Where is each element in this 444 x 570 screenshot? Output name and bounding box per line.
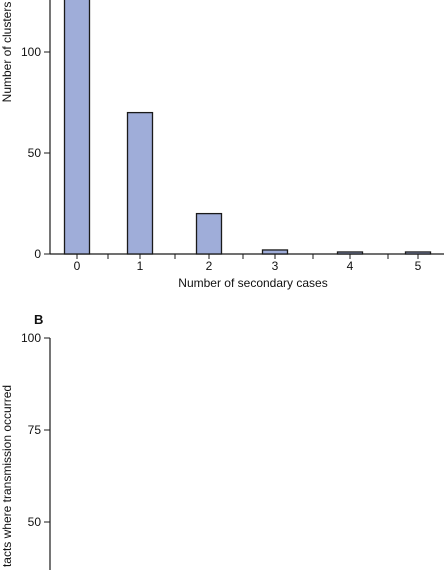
panel-a-x-ticks: 0 1 2 3 4 5 xyxy=(74,254,422,273)
b-y-tick-label-50: 50 xyxy=(28,515,42,529)
b-y-tick-label-100: 100 xyxy=(21,331,41,345)
y-tick-label-50: 50 xyxy=(28,146,42,160)
bar-1 xyxy=(126,111,154,255)
bar-0 xyxy=(63,0,91,255)
panel-b: B 50 75 100 tacts where transmission occur… xyxy=(0,312,51,570)
bar-3 xyxy=(261,249,289,255)
panel-b-y-ticks: 50 75 100 xyxy=(21,331,50,529)
y-tick-label-0: 0 xyxy=(34,247,41,261)
bar-2 xyxy=(195,212,223,255)
x-tick-label-3: 3 xyxy=(272,259,279,273)
x-tick-label-1: 1 xyxy=(137,259,144,273)
panel-b-label: B xyxy=(34,312,43,327)
b-y-tick-label-75: 75 xyxy=(28,423,42,437)
bar-5 xyxy=(404,251,432,255)
panel-a-y-ticks: 0 50 100 xyxy=(21,45,50,261)
x-tick-label-5: 5 xyxy=(415,259,422,273)
y-tick-label-100: 100 xyxy=(21,45,41,59)
bar-4 xyxy=(336,251,364,255)
panel-a-bars xyxy=(63,0,432,255)
panel-b-y-axis-title: tacts where transmission occurred xyxy=(0,385,14,567)
x-tick-label-2: 2 xyxy=(206,259,213,273)
panel-a-x-axis-title: Number of secondary cases xyxy=(178,276,327,290)
panel-a-y-axis-title: Number of clusters xyxy=(0,2,14,103)
x-tick-label-0: 0 xyxy=(74,259,81,273)
x-tick-label-4: 4 xyxy=(347,259,354,273)
